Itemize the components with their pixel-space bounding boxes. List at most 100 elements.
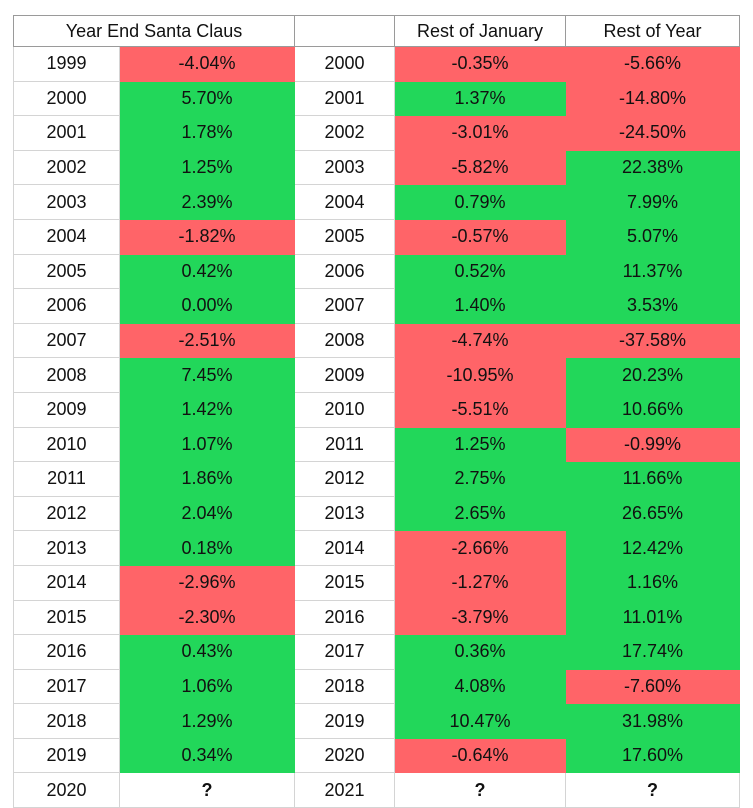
santa-year-cell: 2019 bbox=[13, 737, 120, 774]
rest-of-year-cell: 17.74% bbox=[565, 634, 740, 670]
santa-year-cell: 2012 bbox=[13, 495, 120, 532]
santa-year-cell: 2004 bbox=[13, 218, 120, 255]
header-blank bbox=[294, 15, 395, 47]
rest-of-january-cell: -0.57% bbox=[394, 218, 566, 255]
table-row: 2019 0.34% 2020 -0.64% 17.60% bbox=[13, 737, 740, 774]
rest-of-year-cell: -24.50% bbox=[565, 115, 740, 151]
table-row: 2011 1.86% 2012 2.75% 11.66% bbox=[13, 461, 740, 497]
following-year-cell: 2005 bbox=[294, 218, 395, 255]
santa-year-cell: 2010 bbox=[13, 426, 120, 463]
rest-of-year-cell: 17.60% bbox=[565, 737, 740, 774]
santa-claus-rally-table-container: Year End Santa Claus Rest of January Res… bbox=[13, 15, 740, 808]
santa-year-cell: 2001 bbox=[13, 115, 120, 151]
rest-of-year-cell: 20.23% bbox=[565, 357, 740, 393]
following-year-cell: 2008 bbox=[294, 322, 395, 359]
santa-return-cell: 1.29% bbox=[119, 703, 295, 739]
santa-return-cell: 2.04% bbox=[119, 495, 295, 532]
rest-of-year-cell: 26.65% bbox=[565, 495, 740, 532]
rest-of-january-cell: -1.27% bbox=[394, 564, 566, 601]
santa-return-cell: 1.25% bbox=[119, 149, 295, 186]
santa-return-cell: 0.42% bbox=[119, 253, 295, 290]
table-row: 2000 5.70% 2001 1.37% -14.80% bbox=[13, 80, 740, 117]
rest-of-january-cell: -5.51% bbox=[394, 391, 566, 428]
rest-of-january-cell: 1.37% bbox=[394, 80, 566, 117]
rest-of-january-cell: ? bbox=[394, 772, 566, 808]
following-year-cell: 2004 bbox=[294, 184, 395, 220]
header-row: Year End Santa Claus Rest of January Res… bbox=[13, 15, 740, 47]
rest-of-january-cell: 2.75% bbox=[394, 461, 566, 497]
santa-return-cell: -2.96% bbox=[119, 564, 295, 601]
rest-of-year-cell: 22.38% bbox=[565, 149, 740, 186]
table-row: 2017 1.06% 2018 4.08% -7.60% bbox=[13, 668, 740, 705]
table-row: 2001 1.78% 2002 -3.01% -24.50% bbox=[13, 115, 740, 151]
santa-year-cell: 2018 bbox=[13, 703, 120, 739]
following-year-cell: 2019 bbox=[294, 703, 395, 739]
header-rest-of-january: Rest of January bbox=[394, 15, 566, 47]
rest-of-year-cell: ? bbox=[565, 772, 740, 808]
table-row: 2006 0.00% 2007 1.40% 3.53% bbox=[13, 288, 740, 324]
santa-year-cell: 2020 bbox=[13, 772, 120, 808]
rest-of-year-cell: -7.60% bbox=[565, 668, 740, 705]
header-year-end-santa-claus: Year End Santa Claus bbox=[13, 15, 295, 47]
santa-year-cell: 2013 bbox=[13, 530, 120, 566]
santa-return-cell: -2.51% bbox=[119, 322, 295, 359]
rest-of-january-cell: 0.79% bbox=[394, 184, 566, 220]
header-rest-of-year: Rest of Year bbox=[565, 15, 740, 47]
table-row: 2009 1.42% 2010 -5.51% 10.66% bbox=[13, 391, 740, 428]
santa-year-cell: 2011 bbox=[13, 461, 120, 497]
santa-return-cell: 0.18% bbox=[119, 530, 295, 566]
santa-return-cell: ? bbox=[119, 772, 295, 808]
santa-return-cell: 1.07% bbox=[119, 426, 295, 463]
table-row: 2010 1.07% 2011 1.25% -0.99% bbox=[13, 426, 740, 463]
santa-return-cell: 0.34% bbox=[119, 737, 295, 774]
rest-of-year-cell: -37.58% bbox=[565, 322, 740, 359]
rest-of-year-cell: 11.66% bbox=[565, 461, 740, 497]
table-row: 2012 2.04% 2013 2.65% 26.65% bbox=[13, 495, 740, 532]
santa-year-cell: 1999 bbox=[13, 46, 120, 82]
following-year-cell: 2003 bbox=[294, 149, 395, 186]
following-year-cell: 2011 bbox=[294, 426, 395, 463]
santa-year-cell: 2005 bbox=[13, 253, 120, 290]
rest-of-january-cell: -5.82% bbox=[394, 149, 566, 186]
table-row: 2016 0.43% 2017 0.36% 17.74% bbox=[13, 634, 740, 670]
following-year-cell: 2013 bbox=[294, 495, 395, 532]
table-row: 2003 2.39% 2004 0.79% 7.99% bbox=[13, 184, 740, 220]
table-row: 2002 1.25% 2003 -5.82% 22.38% bbox=[13, 149, 740, 186]
santa-return-cell: 0.00% bbox=[119, 288, 295, 324]
following-year-cell: 2001 bbox=[294, 80, 395, 117]
rest-of-january-cell: 4.08% bbox=[394, 668, 566, 705]
table-row: 2015 -2.30% 2016 -3.79% 11.01% bbox=[13, 599, 740, 636]
table-row: 2018 1.29% 2019 10.47% 31.98% bbox=[13, 703, 740, 739]
following-year-cell: 2014 bbox=[294, 530, 395, 566]
santa-return-cell: 1.42% bbox=[119, 391, 295, 428]
following-year-cell: 2015 bbox=[294, 564, 395, 601]
following-year-cell: 2006 bbox=[294, 253, 395, 290]
table-row: 2007 -2.51% 2008 -4.74% -37.58% bbox=[13, 322, 740, 359]
rest-of-year-cell: 11.01% bbox=[565, 599, 740, 636]
rest-of-year-cell: 7.99% bbox=[565, 184, 740, 220]
table-row: 2005 0.42% 2006 0.52% 11.37% bbox=[13, 253, 740, 290]
santa-year-cell: 2002 bbox=[13, 149, 120, 186]
rest-of-january-cell: 2.65% bbox=[394, 495, 566, 532]
following-year-cell: 2012 bbox=[294, 461, 395, 497]
rest-of-january-cell: -2.66% bbox=[394, 530, 566, 566]
santa-return-cell: -1.82% bbox=[119, 218, 295, 255]
rest-of-january-cell: -0.35% bbox=[394, 46, 566, 82]
following-year-cell: 2010 bbox=[294, 391, 395, 428]
following-year-cell: 2007 bbox=[294, 288, 395, 324]
following-year-cell: 2020 bbox=[294, 737, 395, 774]
santa-year-cell: 2015 bbox=[13, 599, 120, 636]
table-row: 2020? 2021?? bbox=[13, 772, 740, 808]
santa-return-cell: 2.39% bbox=[119, 184, 295, 220]
following-year-cell: 2009 bbox=[294, 357, 395, 393]
santa-year-cell: 2016 bbox=[13, 634, 120, 670]
table-body: 1999 -4.04% 2000 -0.35% -5.66% 2000 5.70% 2001 1… bbox=[13, 46, 740, 808]
following-year-cell: 2016 bbox=[294, 599, 395, 636]
rest-of-january-cell: -10.95% bbox=[394, 357, 566, 393]
table-row: 2014 -2.96% 2015 -1.27% 1.16% bbox=[13, 564, 740, 601]
santa-year-cell: 2017 bbox=[13, 668, 120, 705]
rest-of-january-cell: 0.36% bbox=[394, 634, 566, 670]
rest-of-year-cell: 5.07% bbox=[565, 218, 740, 255]
santa-return-cell: 1.06% bbox=[119, 668, 295, 705]
table-row: 1999 -4.04% 2000 -0.35% -5.66% bbox=[13, 46, 740, 82]
